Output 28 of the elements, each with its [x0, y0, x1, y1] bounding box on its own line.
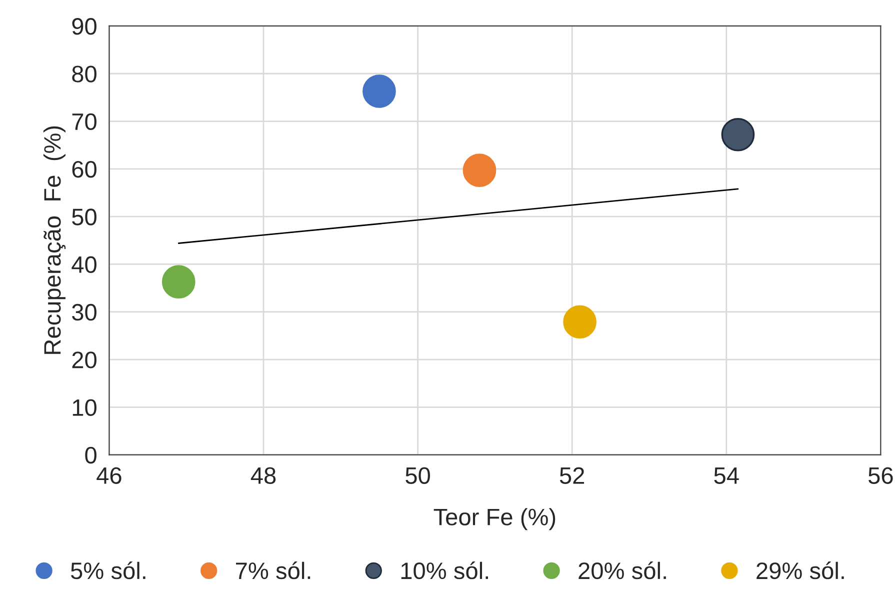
legend-label: 10% sól.	[401, 562, 488, 580]
y-tick-label: 70	[72, 113, 96, 130]
legend-label: 7% sól.	[236, 562, 310, 580]
legend-label: 5% sól.	[70, 562, 146, 580]
y-tick-label: 50	[72, 208, 96, 226]
y-axis-title: Recuperação Fe (%)	[43, 126, 66, 354]
y-tick-label: 40	[72, 256, 96, 274]
x-tick-label: 46	[96, 467, 122, 484]
x-tick-label: 48	[250, 467, 276, 484]
point	[721, 118, 755, 152]
y-tick-label: 30	[72, 304, 96, 321]
y-tick-label: 80	[72, 66, 96, 82]
x-tick-label: 54	[714, 467, 739, 484]
y-tick-label: 90	[72, 18, 96, 35]
y-tick-label: 60	[72, 160, 96, 178]
x-axis-title: Teor Fe (%)	[434, 508, 556, 530]
x-tick-label: 50	[406, 467, 430, 484]
y-tick-label: 0	[85, 446, 96, 464]
legend-label: 29% sól.	[756, 562, 844, 580]
point	[162, 265, 196, 299]
legend-label: 20% sól.	[578, 562, 666, 580]
point	[362, 74, 396, 108]
point	[563, 305, 596, 339]
y-tick-label: 10	[72, 399, 96, 416]
y-tick-label: 20	[72, 352, 96, 368]
x-tick-label: 52	[560, 467, 584, 484]
point	[462, 154, 496, 188]
x-tick-label: 56	[868, 467, 893, 484]
